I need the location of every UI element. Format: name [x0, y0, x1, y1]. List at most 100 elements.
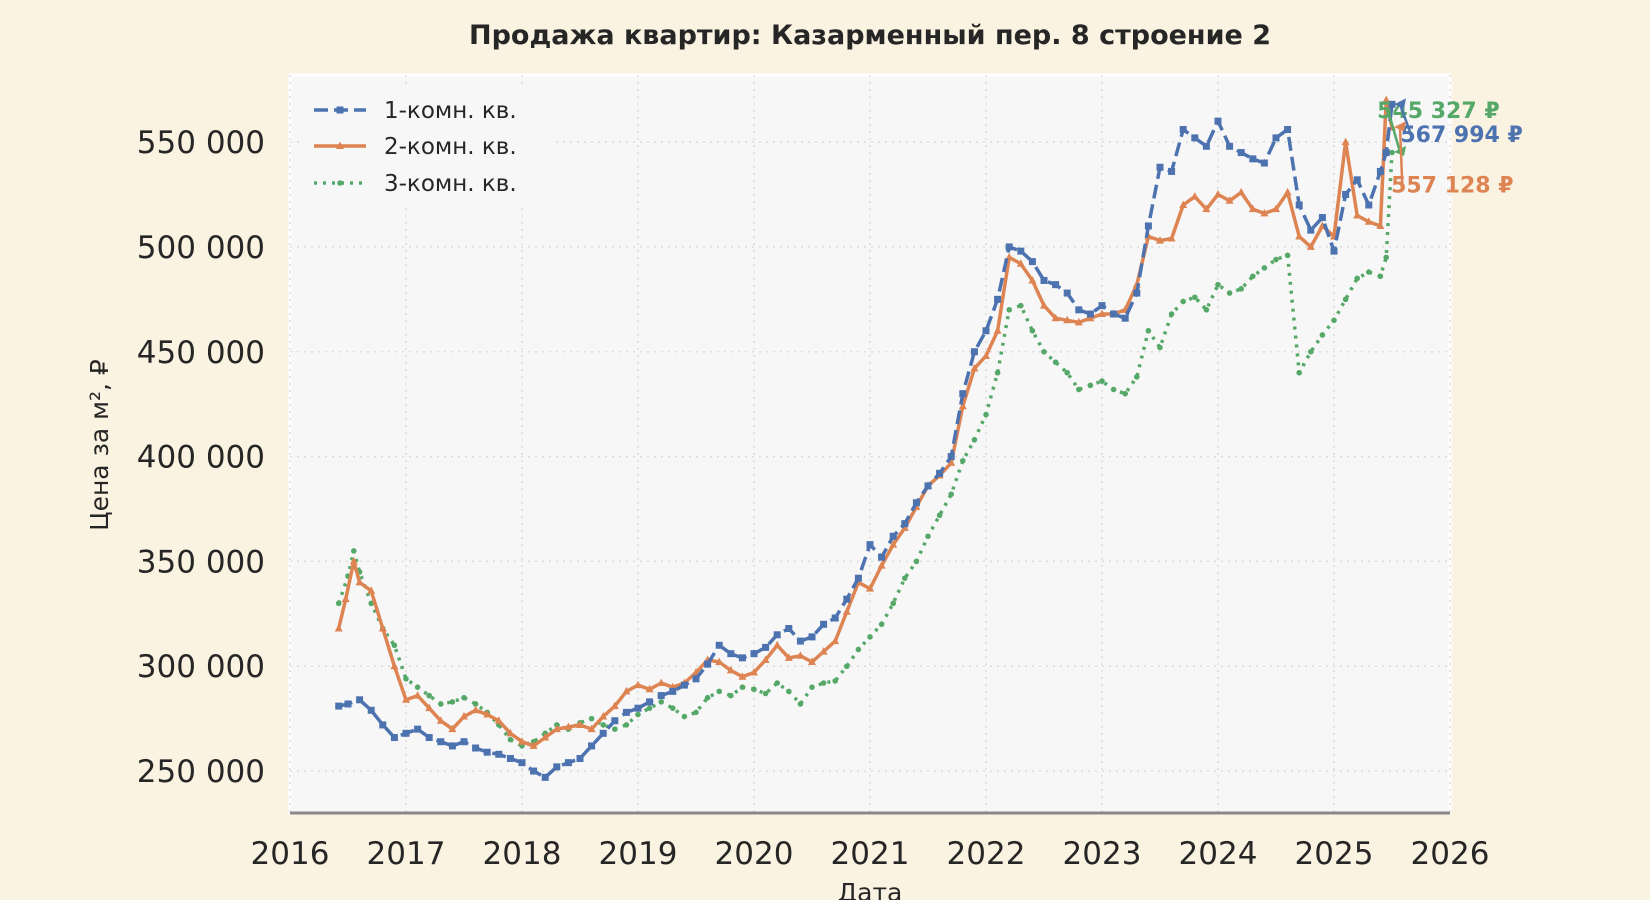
data-point — [612, 726, 618, 732]
data-point — [449, 699, 456, 705]
data-point — [1237, 187, 1246, 196]
data-point — [1063, 289, 1071, 297]
data-point — [982, 327, 990, 335]
data-point — [391, 642, 398, 649]
data-point — [1005, 243, 1013, 251]
data-point — [831, 614, 839, 622]
data-point — [1156, 236, 1164, 244]
data-point — [1179, 126, 1187, 134]
x-tick-label: 2018 — [483, 836, 562, 872]
data-point — [494, 716, 503, 724]
data-point — [1353, 210, 1362, 219]
data-point — [1202, 204, 1211, 213]
data-point — [670, 705, 676, 711]
data-point — [890, 600, 896, 607]
data-point — [842, 607, 851, 615]
data-point — [403, 676, 409, 682]
data-point — [902, 575, 908, 581]
legend-swatch-2room — [314, 141, 366, 149]
data-point — [622, 708, 630, 716]
data-point — [1016, 259, 1025, 267]
data-point — [715, 641, 723, 649]
data-point — [367, 586, 376, 594]
data-point — [704, 694, 711, 701]
data-point — [901, 520, 909, 528]
data-point — [1261, 265, 1268, 271]
data-point — [1192, 294, 1198, 301]
data-point — [1260, 159, 1268, 167]
data-point — [1041, 348, 1047, 355]
data-point — [600, 722, 606, 728]
data-point — [878, 553, 886, 561]
data-point — [925, 533, 931, 540]
data-point — [1307, 226, 1315, 234]
y-tick-labels: 250 000 300 000 350 000 400 000 450 000 500 0… — [137, 125, 265, 790]
data-point — [1306, 242, 1315, 250]
data-point — [1075, 306, 1083, 314]
data-point — [784, 653, 793, 661]
data-point — [878, 621, 885, 628]
data-point — [1180, 298, 1186, 305]
data-point — [436, 716, 445, 724]
data-point — [844, 663, 850, 670]
data-point — [1331, 317, 1337, 324]
data-point — [820, 680, 827, 686]
data-point — [739, 684, 746, 691]
data-point — [970, 364, 979, 372]
data-point — [611, 717, 619, 725]
data-point — [390, 661, 399, 670]
data-point — [355, 577, 364, 586]
series-line-3room — [337, 152, 1394, 748]
data-point — [1110, 386, 1117, 393]
data-point — [1006, 307, 1012, 313]
data-point — [948, 491, 954, 498]
data-point — [1383, 254, 1389, 261]
data-point — [1144, 222, 1152, 230]
data-point — [1272, 204, 1280, 213]
data-point — [506, 754, 514, 762]
data-point — [738, 672, 747, 680]
data-point — [1376, 221, 1385, 229]
data-point — [1063, 315, 1072, 324]
data-point — [1203, 307, 1210, 313]
data-point — [610, 701, 619, 710]
data-point — [970, 348, 978, 356]
data-point — [877, 561, 886, 569]
data-point — [1377, 273, 1384, 280]
data-point — [472, 744, 480, 752]
data-point — [958, 401, 967, 410]
data-point — [402, 695, 410, 703]
data-point — [692, 675, 700, 683]
legend: 1-комн. кв. 2-комн. кв. 3-комн. кв. — [302, 88, 552, 204]
data-point — [913, 558, 920, 565]
data-point — [669, 687, 677, 695]
data-point — [1283, 187, 1292, 196]
series-layer — [334, 95, 1396, 781]
y-tick-label: 550 000 — [137, 125, 265, 161]
data-point — [341, 594, 350, 603]
data-point — [1157, 344, 1163, 351]
x-tick-label: 2024 — [1179, 836, 1258, 872]
data-point — [351, 548, 357, 554]
data-point — [993, 326, 1002, 334]
data-point — [1295, 231, 1304, 240]
data-point — [1168, 311, 1175, 317]
data-point — [368, 600, 375, 607]
data-point — [1051, 313, 1060, 322]
data-point — [738, 654, 746, 662]
grid-layer — [289, 75, 1451, 813]
data-point — [971, 437, 978, 443]
data-point — [576, 754, 584, 762]
data-point — [588, 742, 596, 750]
data-point — [936, 512, 943, 519]
y-axis-label: Цена за м², ₽ — [85, 359, 114, 531]
annotation-2room: 557 128 ₽ — [1391, 121, 1514, 198]
data-point — [657, 678, 666, 687]
data-point — [1179, 200, 1188, 208]
data-point — [1272, 134, 1280, 142]
data-point — [994, 369, 1001, 376]
data-point — [623, 722, 630, 728]
data-point — [1215, 281, 1221, 288]
x-tick-label: 2022 — [947, 836, 1026, 872]
